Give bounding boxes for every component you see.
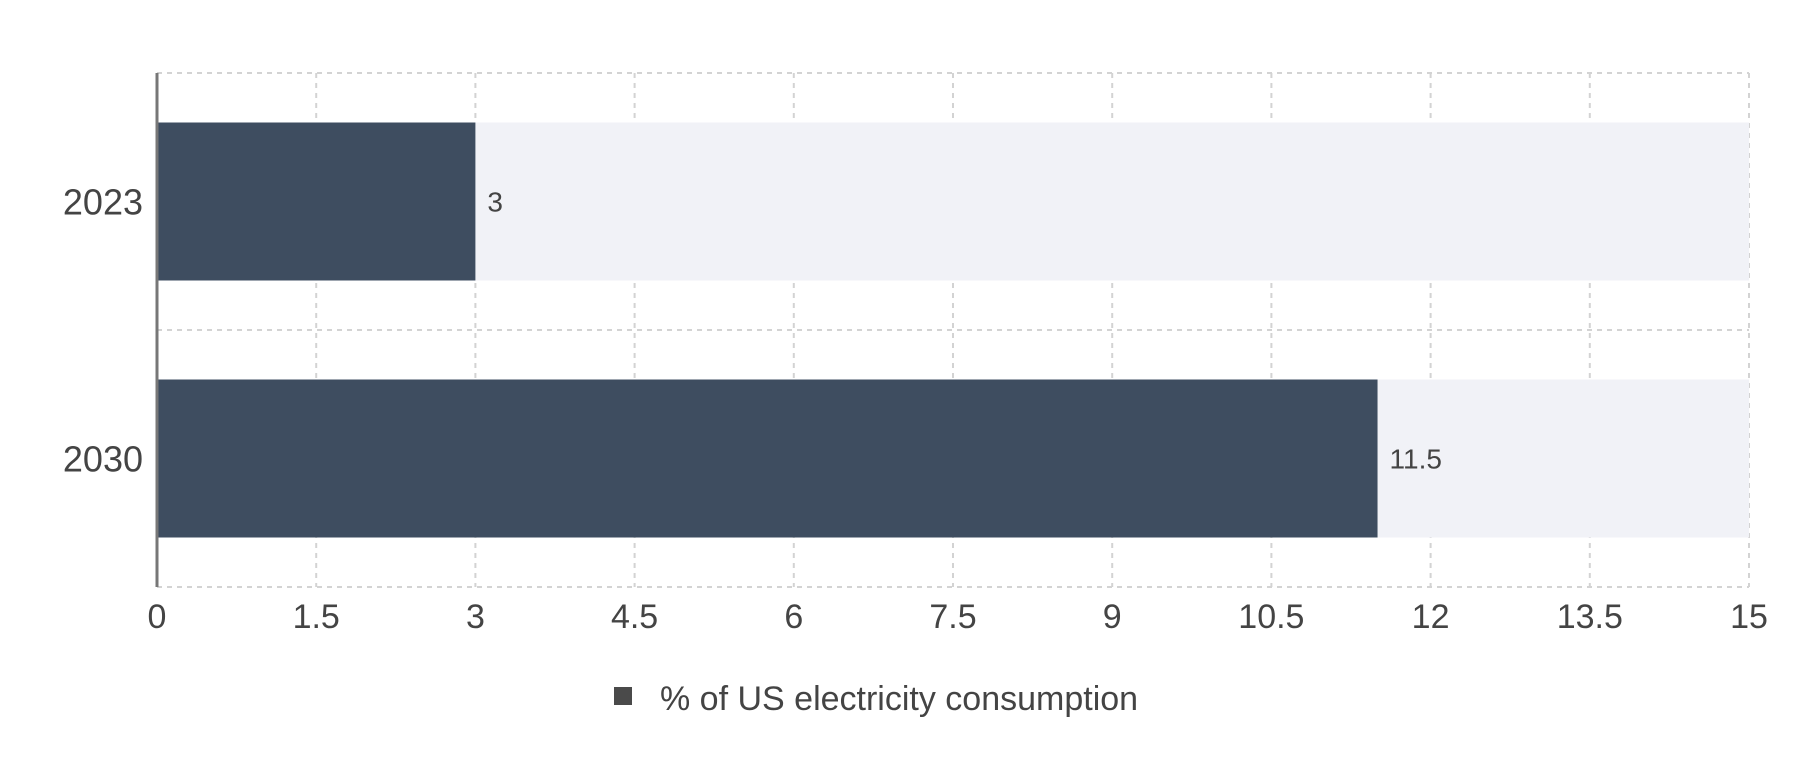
x-tick-label: 6 [784,598,803,636]
bar [157,379,1378,538]
x-tick-label: 3 [466,598,485,636]
data-label: 3 [487,187,503,218]
x-tick-label: 13.5 [1557,598,1623,636]
y-category-label: 2030 [63,439,143,480]
data-label: 11.5 [1390,444,1442,475]
label-layer: 0 1.5 3 4.5 6 7.5 9 10.5 12 13.5 15 2023 3 2030 11.5 [63,182,1768,637]
x-tick-label: 7.5 [929,598,976,636]
x-tick-label: 1.5 [293,598,340,636]
bar [157,122,476,281]
legend-marker [614,687,632,705]
legend: % of US electricity consumption [614,680,1138,718]
x-tick-label: 0 [148,598,167,636]
x-tick-label: 15 [1730,598,1768,636]
bar-layer [157,122,1378,538]
x-tick-label: 12 [1412,598,1450,636]
x-tick-label: 4.5 [611,598,658,636]
legend-label: % of US electricity consumption [660,680,1138,718]
y-category-label: 2023 [63,182,143,223]
x-tick-label: 9 [1103,598,1122,636]
x-tick-label: 10.5 [1238,598,1304,636]
